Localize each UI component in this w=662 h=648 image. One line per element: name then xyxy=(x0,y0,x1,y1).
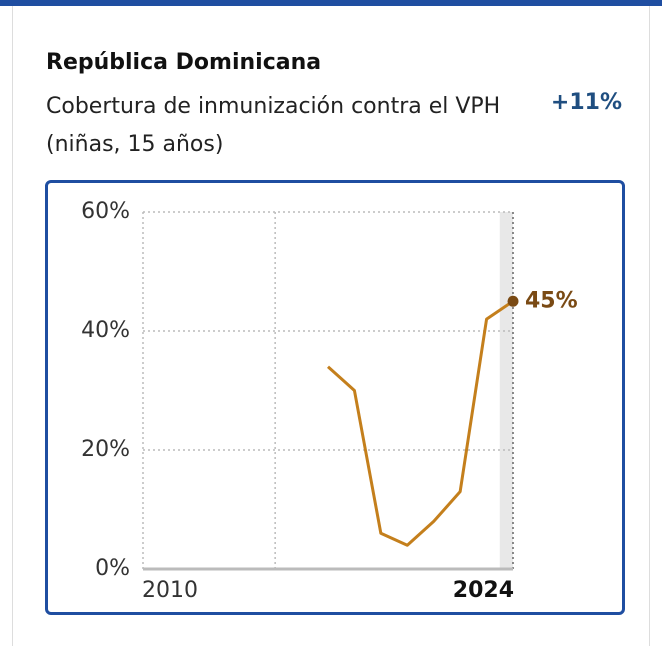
title: República Dominicana xyxy=(46,50,322,75)
x-tick-label: 2024 xyxy=(453,578,514,603)
y-tick-label: 20% xyxy=(81,437,130,462)
x-tick-label: 2010 xyxy=(142,578,198,603)
subtitle: Cobertura de inmunización contra el VPH … xyxy=(46,94,501,157)
y-tick-label: 60% xyxy=(81,199,130,224)
line xyxy=(326,300,514,547)
top-bar xyxy=(0,0,662,6)
highlight-strip xyxy=(499,212,513,569)
end-label: 45% xyxy=(525,288,578,313)
end-point xyxy=(507,295,519,307)
chart-frame xyxy=(45,180,625,615)
y-tick-label: 40% xyxy=(81,318,130,343)
card xyxy=(12,6,650,646)
change: +11% xyxy=(550,90,622,115)
y-tick-label: 0% xyxy=(95,556,130,581)
